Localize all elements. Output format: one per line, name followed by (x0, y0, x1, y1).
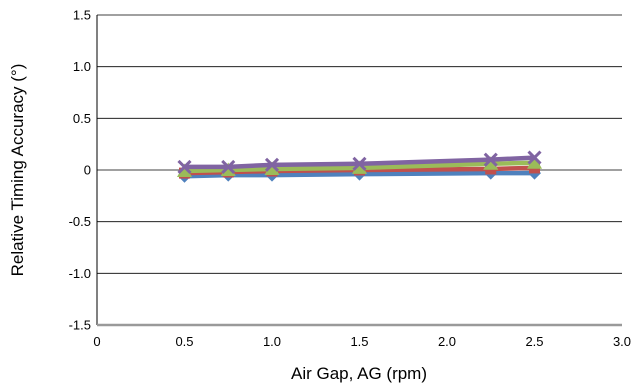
x-tick-labels: 0 0.5 1.0 1.5 2.0 2.5 3.0 (93, 334, 631, 349)
triangle-marker (352, 160, 367, 174)
x-marker (177, 159, 192, 174)
triangle-marker (483, 156, 499, 170)
x-marker (221, 159, 236, 174)
axes (96, 15, 622, 327)
x-tick-label: 3.0 (613, 334, 631, 349)
series-line (184, 170, 535, 179)
y-tick-label: -1.0 (69, 266, 91, 281)
series-4 (177, 150, 542, 174)
x-tick-label: 1.5 (350, 334, 368, 349)
x-tick-label: 2.0 (438, 334, 456, 349)
x-marker (483, 152, 498, 167)
triangle-marker (527, 155, 542, 169)
y-tick-label: 0.5 (73, 111, 91, 126)
x-marker (264, 157, 280, 172)
y-tick-label: -1.5 (69, 318, 91, 333)
series-group (177, 150, 542, 183)
y-tick-label: 1.0 (73, 59, 91, 74)
triangle-marker (264, 161, 280, 175)
x-tick-label: 2.5 (525, 334, 543, 349)
series-line (184, 155, 535, 170)
x-marker (352, 156, 367, 171)
x-marker (527, 150, 542, 165)
x-axis-title: Air Gap, AG (rpm) (291, 364, 427, 383)
triangle-marker (177, 163, 192, 178)
x-tick-label: 0 (93, 334, 100, 349)
y-tick-label: -0.5 (69, 214, 91, 229)
y-tick-label: 1.5 (73, 8, 91, 23)
series-line (184, 160, 535, 174)
x-tick-label: 0.5 (175, 334, 193, 349)
y-tick-labels: 1.5 1.0 0.5 0 -0.5 -1.0 -1.5 (69, 8, 91, 333)
series-3 (177, 155, 542, 178)
x-tick-label: 1.0 (263, 334, 281, 349)
y-axis-title: Relative Timing Accuracy (°) (8, 64, 27, 277)
y-tick-label: 0 (84, 163, 91, 178)
